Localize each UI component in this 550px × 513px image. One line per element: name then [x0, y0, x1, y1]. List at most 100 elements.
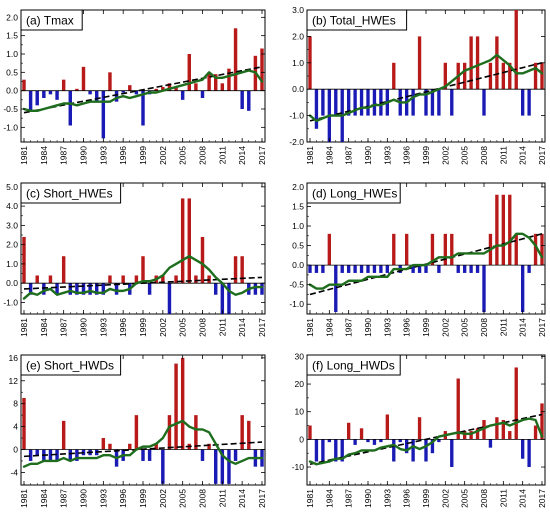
x-tick-label: 2008: [198, 489, 208, 508]
bar-1998: [417, 265, 422, 273]
bar-2001: [437, 89, 441, 116]
bar-1991: [88, 90, 92, 95]
bar-1994: [108, 443, 112, 450]
bar-1986: [340, 265, 344, 273]
bar-2008: [200, 90, 205, 98]
bar-1999: [141, 449, 145, 461]
x-tick-label: 1996: [118, 489, 128, 508]
bar-1982: [28, 449, 33, 461]
bar-1985: [334, 89, 338, 116]
bar-1987: [346, 89, 351, 116]
y-tick-label: -4: [10, 467, 18, 477]
bar-2002: [443, 233, 448, 266]
x-tick-label: 1999: [138, 489, 148, 508]
bar-2010: [495, 417, 499, 440]
bar-1992: [379, 265, 383, 273]
bar-2005: [462, 62, 467, 90]
chart-panel-1: -1.0 -0.5 0.0 0.5 1.0 1.5 2.0 1981 1984 1987 1990 1…: [3, 9, 267, 165]
x-tick-label: 1999: [421, 489, 431, 508]
bar-2006: [187, 198, 191, 284]
y-tick-label: 0.5: [6, 67, 18, 77]
x-tick-label: 1993: [382, 489, 392, 508]
y-tick-label: 4: [13, 422, 18, 432]
bar-2009: [207, 72, 211, 91]
y-tick-label: -1.0: [3, 122, 18, 132]
bar-2013: [233, 28, 238, 91]
bar-2003: [450, 439, 454, 468]
bar-1998: [134, 415, 139, 450]
bar-2011: [501, 194, 506, 266]
bar-2004: [456, 378, 460, 440]
y-tick-label: 10: [295, 407, 305, 417]
x-tick-label: 1987: [59, 318, 69, 337]
x-tick-label: 2008: [198, 318, 208, 337]
bar-1989: [75, 449, 79, 461]
bar-1998: [134, 275, 139, 284]
y-tick-label: 2.0: [6, 240, 18, 250]
y-tick-label: 30: [295, 351, 305, 361]
bar-1990: [366, 439, 370, 443]
bar-1998: [134, 90, 139, 95]
bar-1993: [101, 90, 106, 139]
panel-title-box: [306, 182, 401, 204]
bar-2008: [482, 89, 486, 116]
bar-1982: [28, 90, 33, 111]
bar-1989: [75, 283, 79, 295]
panel-title: (b) Total_HWEs: [312, 14, 396, 28]
smoothed-series-line: [22, 69, 264, 113]
bar-2002: [443, 62, 448, 90]
x-tick-label: 1981: [19, 146, 29, 165]
x-tick-label: 2017: [257, 146, 267, 165]
x-tick-label: 2008: [479, 318, 489, 337]
bar-2001: [437, 439, 441, 443]
x-tick-label: 1993: [382, 318, 392, 337]
chart-panel-2: -2.0 -1.0 0.0 1.0 2.0 3.0 1981 1984 1987 1990 1993…: [289, 5, 547, 165]
bar-1988: [353, 265, 357, 273]
bar-1999: [424, 89, 428, 116]
bar-2002: [161, 87, 165, 91]
bar-1988: [68, 90, 72, 126]
bar-2008: [200, 236, 205, 284]
bar-1999: [141, 90, 145, 126]
bar-1997: [128, 443, 132, 450]
bar-2006: [187, 54, 191, 91]
bar-2013: [514, 367, 518, 440]
bar-1992: [95, 283, 99, 295]
bar-1985: [48, 275, 53, 284]
bar-2009: [488, 439, 493, 448]
x-tick-label: 1981: [305, 146, 315, 165]
y-tick-label: 8: [13, 399, 18, 409]
plot-frame: [306, 354, 546, 486]
bar-1981: [308, 265, 312, 273]
bar-2004: [174, 275, 178, 284]
x-tick-label: 2008: [479, 489, 489, 508]
bar-2008: [482, 420, 486, 440]
bar-1993: [101, 438, 106, 450]
bar-1986: [55, 90, 59, 100]
x-tick-label: 1987: [59, 146, 69, 165]
x-tick-label: 1987: [59, 489, 69, 508]
x-tick-label: 2005: [460, 489, 470, 508]
bar-2008: [482, 265, 486, 313]
y-tick-label: -2.0: [289, 137, 304, 147]
panel-title-box: [20, 182, 122, 204]
bar-1996: [404, 233, 409, 266]
x-tick-label: 1999: [138, 318, 148, 337]
bar-1992: [379, 439, 383, 443]
x-tick-label: 1999: [421, 318, 431, 337]
bar-1982: [314, 89, 319, 129]
smoothed-series-line: [308, 53, 544, 123]
bar-1994: [392, 439, 396, 462]
bar-2002: [161, 275, 165, 284]
bar-1991: [372, 439, 377, 445]
x-tick-label: 1990: [79, 489, 89, 508]
bar-1985: [48, 449, 53, 461]
bar-2003: [167, 283, 172, 314]
y-tick-label: 1.0: [6, 259, 18, 269]
bar-2011: [501, 420, 506, 440]
bar-2007: [194, 415, 198, 450]
bar-2014: [240, 256, 244, 284]
bar-2016: [533, 233, 538, 266]
x-tick-label: 1981: [305, 318, 315, 337]
